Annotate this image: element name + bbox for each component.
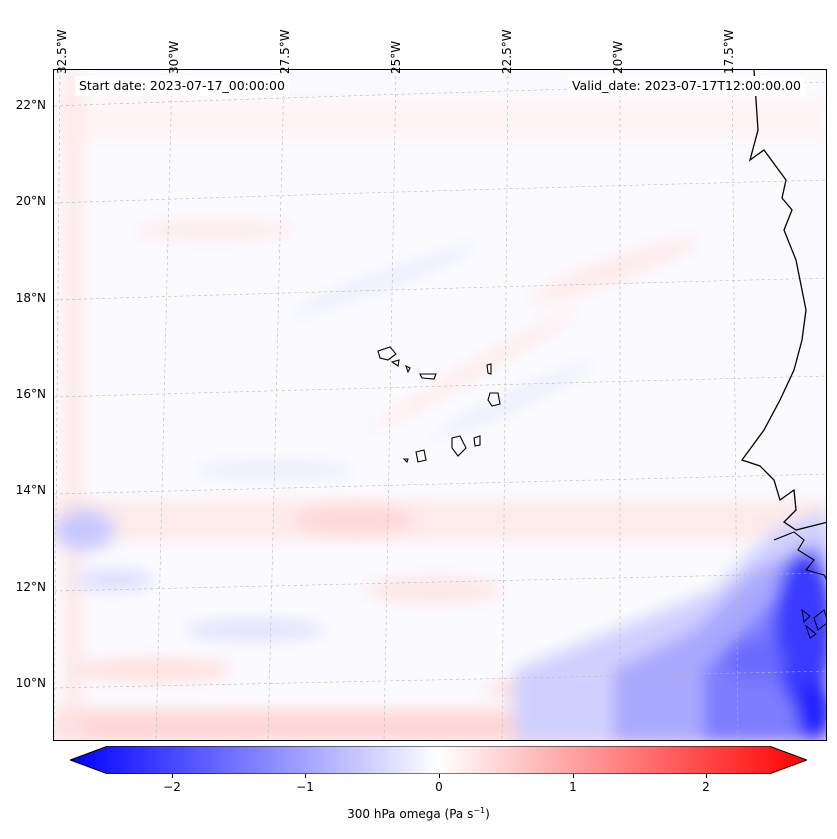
africa-coastline xyxy=(740,70,826,531)
bissagos-islands xyxy=(801,608,826,639)
colorbar-label-close: ) xyxy=(485,807,490,821)
colorbar xyxy=(68,745,809,775)
strong-ascent-region xyxy=(514,510,826,740)
lon-label-20w: 20°W xyxy=(611,40,625,74)
cb-tick-label: −2 xyxy=(163,780,181,794)
lon-label-17-5w: 17.5°W xyxy=(722,29,736,74)
colorbar-label-exponent: −1 xyxy=(473,806,486,815)
cb-tickmark-2 xyxy=(305,774,306,778)
valid-date-label: Valid_date: 2023-07-17T12:00:00.00 xyxy=(567,76,805,96)
cb-tick-label: −1 xyxy=(296,780,314,794)
cb-tickmark-1 xyxy=(172,774,173,778)
lat-label-22n: 22°N xyxy=(15,98,46,112)
cape-verde-islands xyxy=(377,346,501,464)
cb-tick-label: 1 xyxy=(569,780,577,794)
lat-label-10n: 10°N xyxy=(15,676,46,690)
negative-omega-areas xyxy=(54,244,596,640)
lat-label-20n: 20°N xyxy=(15,194,46,208)
lon-label-22-5w: 22.5°W xyxy=(500,29,514,74)
colorbar-label-text: 300 hPa omega (Pa s xyxy=(347,807,474,821)
cb-tickmark-3 xyxy=(439,774,440,778)
lat-label-14n: 14°N xyxy=(15,483,46,497)
omega-field-map xyxy=(54,70,826,740)
lat-label-12n: 12°N xyxy=(15,580,46,594)
cb-tickmark-4 xyxy=(573,774,574,778)
cb-tickmark-5 xyxy=(706,774,707,778)
graticule xyxy=(54,70,826,740)
cb-tick-label: 0 xyxy=(435,780,443,794)
lon-label-32-5w: 32.5°W xyxy=(55,29,69,74)
gambia-guinea-coast xyxy=(773,531,826,580)
map-panel xyxy=(53,69,827,741)
lon-label-30w: 30°W xyxy=(167,40,181,74)
colorbar-label: 300 hPa omega (Pa s−1) xyxy=(0,806,837,821)
lat-label-18n: 18°N xyxy=(15,291,46,305)
cb-tick-label: 2 xyxy=(702,780,710,794)
colorbar-graphic xyxy=(68,745,809,775)
lon-label-25w: 25°W xyxy=(389,40,403,74)
start-date-label: Start date: 2023-07-17_00:00:00 xyxy=(75,76,289,96)
lon-label-27-5w: 27.5°W xyxy=(278,29,292,74)
lat-label-16n: 16°N xyxy=(15,387,46,401)
colorbar-bar xyxy=(68,745,809,775)
